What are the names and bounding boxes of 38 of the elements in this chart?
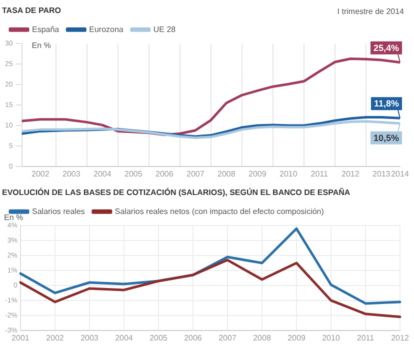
text: En % xyxy=(4,212,24,222)
x-tick-label: 2013 xyxy=(372,169,391,178)
x-tick-label: 2006 xyxy=(184,333,202,342)
chart-title: TASA DE PARO xyxy=(2,6,61,16)
x-tick-label: 2005 xyxy=(150,333,168,342)
x-tick-label: 2010 xyxy=(279,169,298,178)
x-tick-label: 2004 xyxy=(115,333,134,342)
x-tick-label: 2005 xyxy=(124,169,143,178)
x-tick-label: 2007 xyxy=(218,333,237,342)
x-tick-label: 2010 xyxy=(322,333,340,342)
data-label: 10,5% xyxy=(373,132,400,143)
legend-label: Salarios reales xyxy=(32,206,85,216)
legend-label: España xyxy=(32,24,60,34)
x-tick-label: 2004 xyxy=(93,169,112,178)
x-tick-label: 2003 xyxy=(80,333,99,342)
data-label: 25,4% xyxy=(373,42,400,53)
x-tick-label: 2002 xyxy=(46,333,64,342)
x-tick-label: 2006 xyxy=(155,169,174,178)
legend-label: UE 28 xyxy=(153,24,176,34)
x-tick-label: 2014 xyxy=(391,169,410,178)
legend-label: Eurozona xyxy=(89,24,124,34)
x-tick-label: 2012 xyxy=(391,333,410,342)
annotation: En % xyxy=(32,40,51,50)
x-tick-label: 2012 xyxy=(342,169,360,178)
chart-title: EVOLUCIÓN DE LAS BASES DE COTIZACIÓN (SALARIOS), SEGÚN EL BANCO DE ESPAÑA xyxy=(2,187,350,198)
x-tick-label: 2001 xyxy=(12,333,30,342)
x-tick-label: 2011 xyxy=(310,169,329,178)
x-tick-label: 2003 xyxy=(62,169,81,178)
x-tick-label: 2007 xyxy=(186,169,205,178)
data-label: 11,8% xyxy=(374,98,400,109)
x-tick-label: 2002 xyxy=(31,169,50,178)
legend-label: Salarios reales netos (con impacto del efecto composición) xyxy=(114,206,324,216)
x-tick-label: 2008 xyxy=(217,169,236,178)
text: I trimestre de 2014 xyxy=(337,7,405,16)
x-tick-label: 2009 xyxy=(288,333,306,342)
x-tick-label: 2008 xyxy=(253,333,272,342)
x-tick-label: 2011 xyxy=(356,333,375,342)
x-tick-label: 2009 xyxy=(248,169,267,178)
